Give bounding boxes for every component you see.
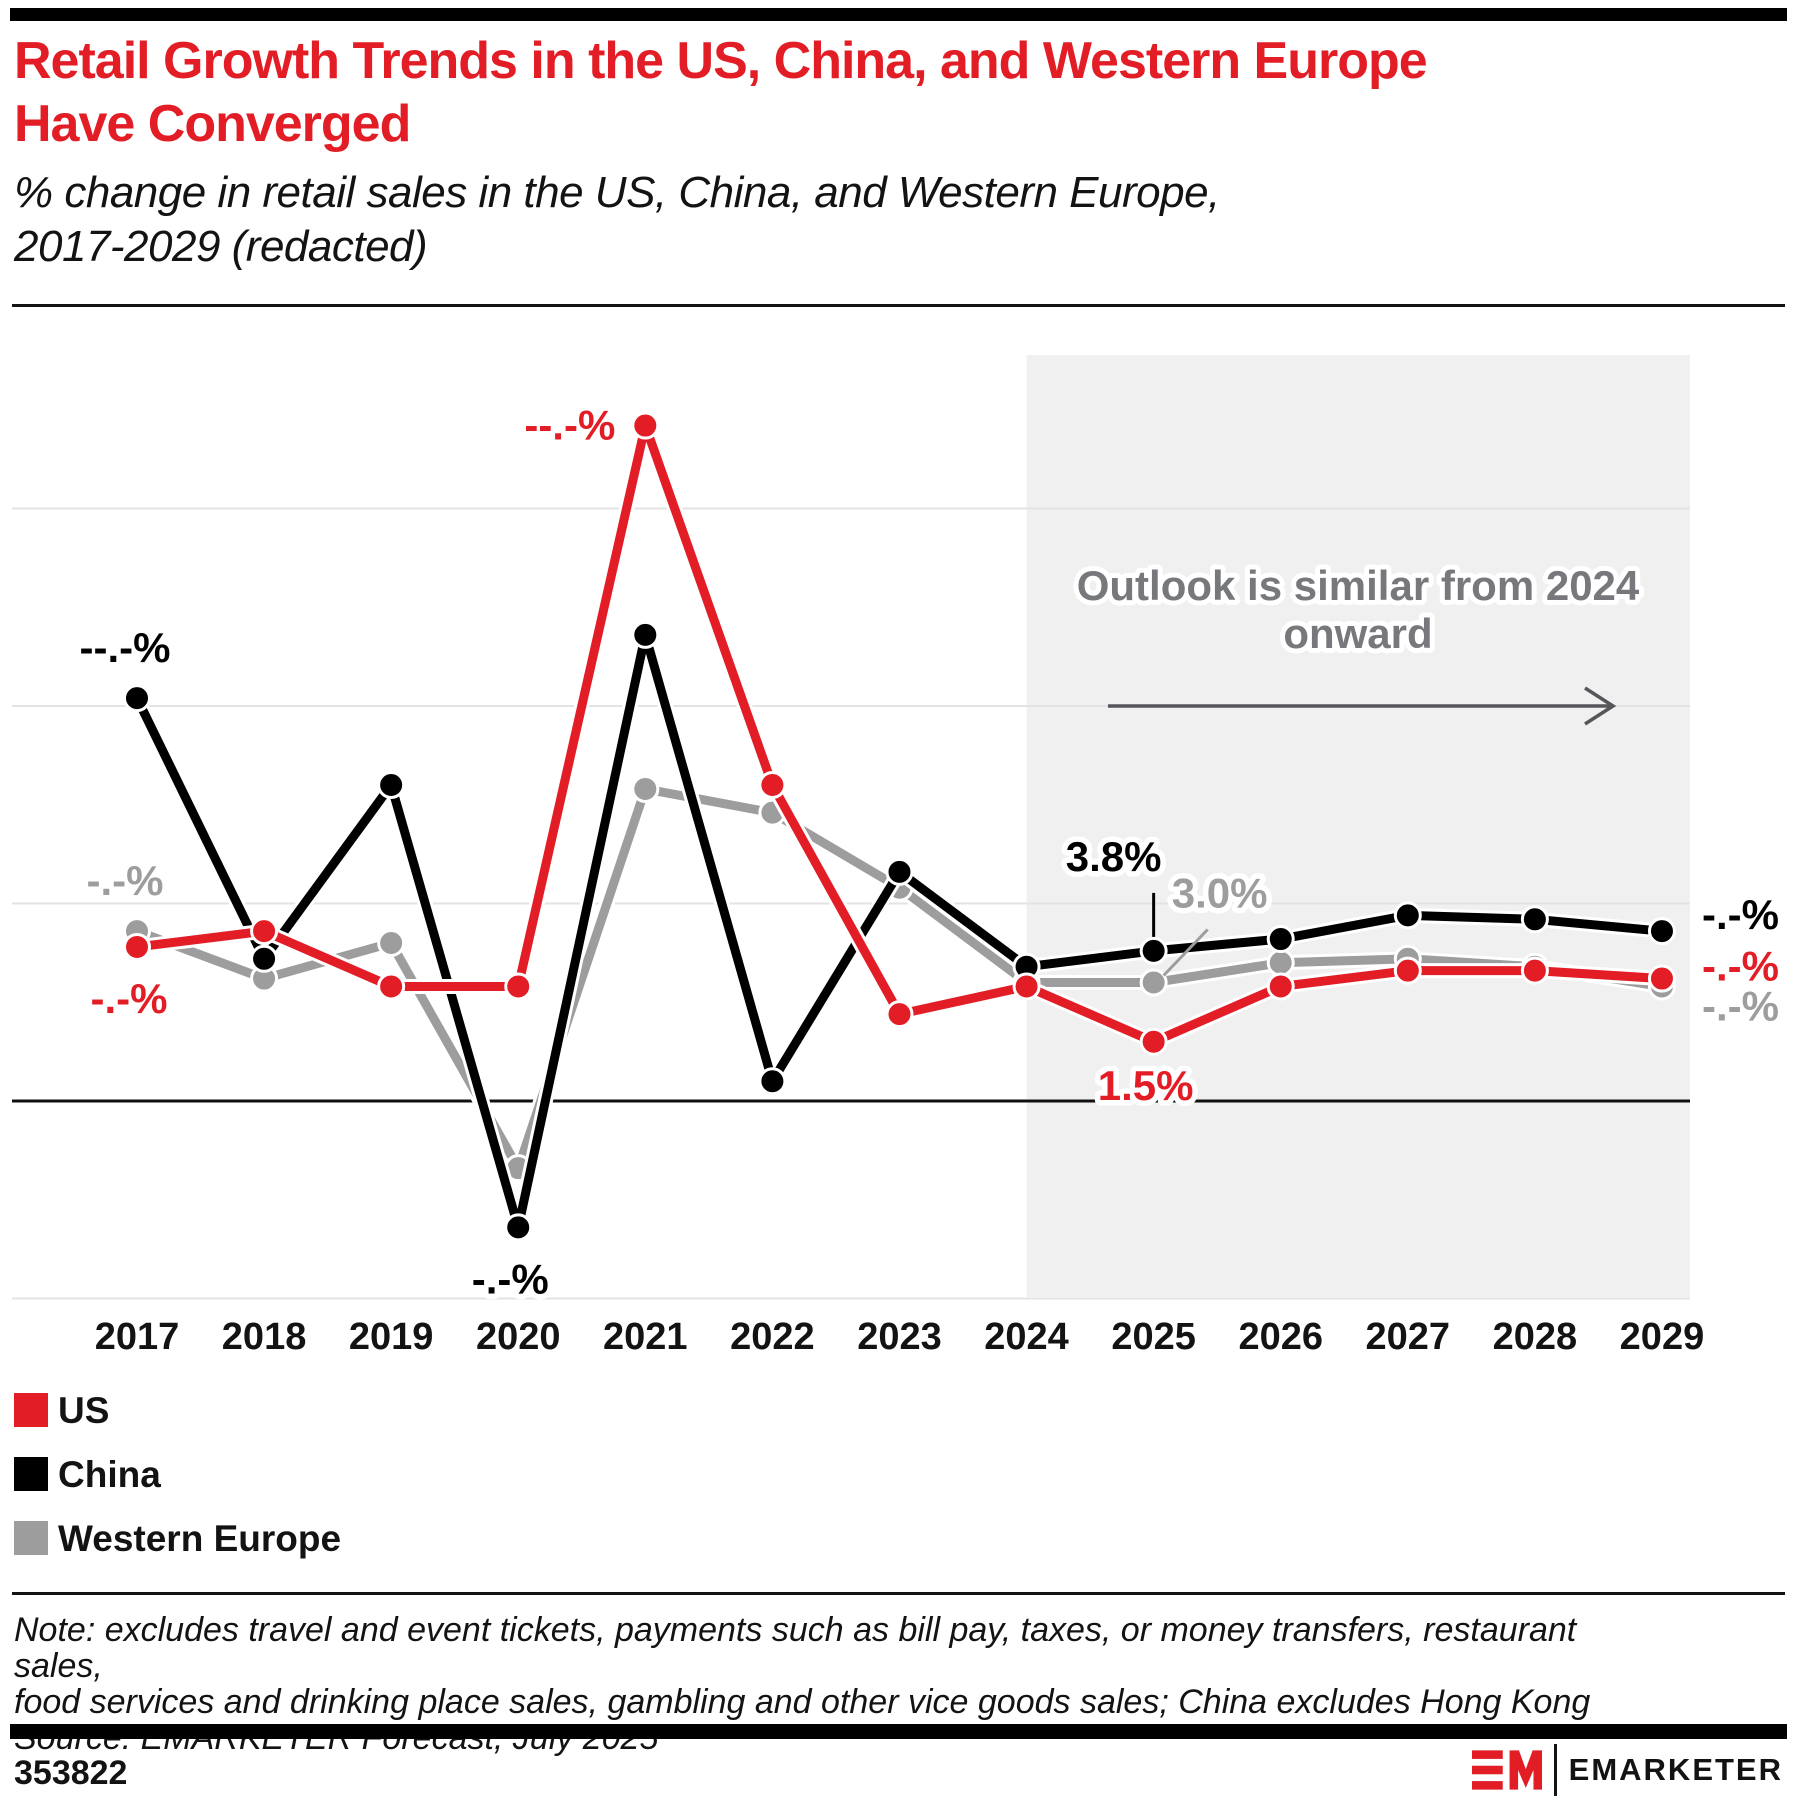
legend-item-us: US: [14, 1390, 341, 1431]
x-axis-label-2022: 2022: [730, 1316, 815, 1358]
value-label-us-2029: -.-%: [1702, 943, 1779, 990]
legend-item-western-europe: Western Europe: [14, 1518, 342, 1559]
chart-legend: US China Western Europe: [14, 1390, 342, 1559]
point-us-2018: [250, 917, 279, 946]
em-mark-m: [1509, 1750, 1542, 1790]
legend-label-china: China: [58, 1454, 161, 1495]
point-us-2028: [1520, 956, 1549, 985]
point-china-2023: [885, 857, 914, 886]
point-china-2027: [1393, 901, 1422, 930]
forecast-note-line-2: onward: [1283, 610, 1432, 657]
point-china-2022: [758, 1067, 787, 1096]
forecast-region: [1026, 355, 1690, 1297]
x-axis-label-2018: 2018: [222, 1316, 307, 1358]
x-axis-label-2029: 2029: [1620, 1316, 1705, 1358]
legend-swatch-china: [14, 1457, 48, 1491]
point-china-2017: [123, 684, 151, 713]
value-label-us-2021: --.-%: [524, 402, 615, 449]
page-title: Retail Growth Trends in the US, China, a…: [14, 30, 1428, 156]
em-mark-icon: [1471, 1750, 1542, 1790]
header-divider: [12, 304, 1785, 307]
page-subtitle-line-2: 2017-2029 (redacted): [14, 222, 428, 271]
footer-divider: [12, 1592, 1785, 1595]
footnote-line-2: food services and drinking place sales, …: [14, 1683, 1591, 1721]
x-axis-label-2028: 2028: [1493, 1316, 1578, 1358]
point-china-2018: [250, 944, 279, 973]
x-axis-label-2023: 2023: [857, 1316, 942, 1358]
value-label-us-2017: -.-%: [91, 975, 168, 1022]
point-china-2020: [504, 1213, 533, 1242]
value-label-china-2020: -.-%: [472, 1255, 549, 1302]
forecast-note-line-1: Outlook is similar from 2024: [1077, 562, 1640, 609]
page-subtitle: % change in retail sales in the US, Chin…: [14, 166, 1220, 274]
callout-line-western-europe-2025: [1162, 928, 1209, 977]
legend-swatch-us: [14, 1393, 48, 1427]
point-china-2021: [631, 620, 660, 649]
x-axis-label-2024: 2024: [984, 1316, 1069, 1358]
value-label-western-europe-2017: -.-%: [87, 857, 164, 904]
logo-separator: [1553, 1744, 1557, 1796]
value-label-western-europe-2029: -.-%: [1702, 982, 1779, 1029]
point-china-2029: [1647, 917, 1676, 946]
x-axis-label-2020: 2020: [476, 1316, 561, 1358]
page-subtitle-line-1: % change in retail sales in the US, Chin…: [14, 168, 1220, 217]
x-axis-label-2025: 2025: [1111, 1316, 1196, 1358]
point-western-europe-2026: [1266, 948, 1295, 977]
point-us-2027: [1393, 956, 1422, 985]
point-us-2021: [631, 411, 660, 440]
point-us-2023: [885, 1000, 914, 1029]
point-us-2024: [1012, 972, 1041, 1001]
point-us-2017: [123, 932, 151, 961]
point-us-2020: [504, 972, 533, 1001]
bottom-accent-bar: [10, 1724, 1787, 1739]
point-china-2026: [1266, 925, 1295, 954]
x-axis-label-2027: 2027: [1366, 1316, 1451, 1358]
x-axis-label-2021: 2021: [603, 1316, 688, 1358]
forecast-arrow-head-icon: [1584, 686, 1617, 726]
point-western-europe-2019: [377, 929, 406, 957]
value-label-china-2025: 3.8%: [1066, 833, 1162, 880]
point-us-2029: [1647, 964, 1676, 993]
em-mark-e: [1471, 1750, 1503, 1790]
page-title-line-1: Retail Growth Trends in the US, China, a…: [14, 32, 1428, 90]
point-china-2028: [1520, 905, 1549, 934]
point-china-2019: [377, 771, 406, 799]
x-axis-label-2017: 2017: [95, 1316, 180, 1358]
chart-id: 353822: [14, 1754, 128, 1792]
legend-item-china: China: [14, 1454, 341, 1495]
legend-swatch-western-europe: [14, 1521, 48, 1555]
point-us-2022: [758, 771, 787, 799]
page-title-line-2: Have Converged: [14, 95, 411, 153]
point-western-europe-2021: [631, 774, 660, 803]
x-axis-label-2026: 2026: [1238, 1316, 1323, 1358]
point-us-2025: [1139, 1027, 1168, 1056]
footnote-line-1: Note: excludes travel and event tickets,…: [14, 1611, 1577, 1685]
legend-label-us: US: [58, 1390, 110, 1431]
emarketer-logo: EMARKETER: [1471, 1744, 1783, 1796]
logo-text: EMARKETER: [1568, 1752, 1783, 1787]
value-label-us-2025: 1.5%: [1098, 1062, 1194, 1109]
top-accent-bar: [10, 8, 1787, 21]
point-us-2026: [1266, 972, 1295, 1001]
x-axis-label-2019: 2019: [349, 1316, 434, 1358]
value-label-western-europe-2025: 3.0%: [1172, 870, 1268, 917]
point-western-europe-2025: [1139, 968, 1168, 997]
point-china-2025: [1139, 936, 1168, 965]
point-us-2019: [377, 972, 406, 1001]
value-label-china-2017: --.-%: [80, 624, 171, 671]
value-label-china-2029: -.-%: [1702, 891, 1779, 938]
legend-label-western-europe: Western Europe: [58, 1518, 342, 1559]
